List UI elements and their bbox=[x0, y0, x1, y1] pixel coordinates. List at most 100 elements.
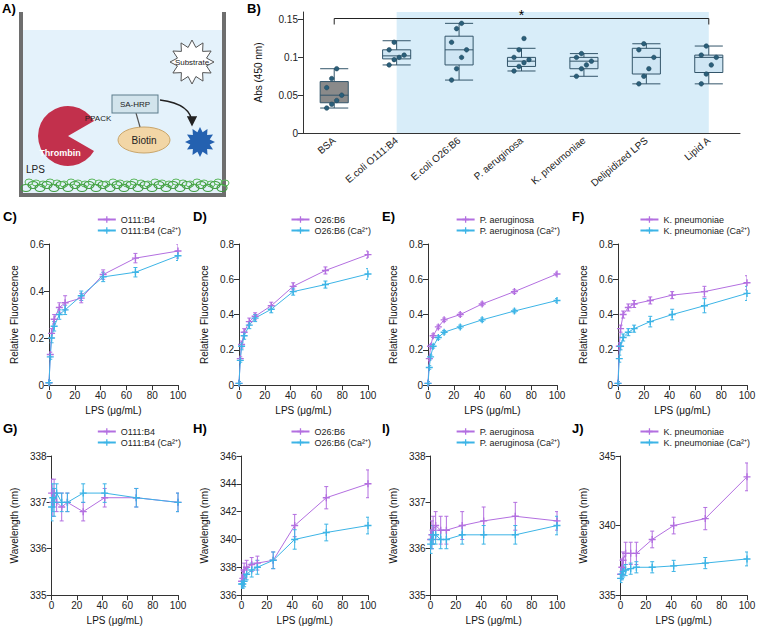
svg-text:Biotin: Biotin bbox=[131, 135, 156, 146]
svg-text:0.6: 0.6 bbox=[599, 274, 613, 285]
svg-text:0.1: 0.1 bbox=[284, 52, 298, 63]
svg-text:LPS (μg/mL): LPS (μg/mL) bbox=[654, 405, 710, 416]
svg-text:Wavelength (nm): Wavelength (nm) bbox=[577, 488, 588, 564]
svg-text:60: 60 bbox=[311, 600, 323, 611]
svg-text:0: 0 bbox=[425, 390, 431, 401]
svg-text:O111:B4 (Ca²⁺): O111:B4 (Ca²⁺) bbox=[121, 226, 181, 236]
svg-text:20: 20 bbox=[71, 600, 83, 611]
svg-text:60: 60 bbox=[690, 600, 702, 611]
svg-text:80: 80 bbox=[526, 390, 538, 401]
svg-text:O111:B4: O111:B4 bbox=[121, 215, 155, 225]
svg-text:338: 338 bbox=[219, 562, 236, 573]
svg-text:100: 100 bbox=[549, 600, 566, 611]
svg-text:40: 40 bbox=[476, 600, 488, 611]
svg-text:0.4: 0.4 bbox=[409, 309, 423, 320]
svg-text:BSA: BSA bbox=[315, 135, 338, 157]
svg-text:40: 40 bbox=[95, 390, 107, 401]
svg-text:60: 60 bbox=[121, 390, 133, 401]
svg-text:0: 0 bbox=[428, 600, 434, 611]
svg-text:100: 100 bbox=[170, 600, 187, 611]
svg-text:P. aeruginosa (Ca²⁺): P. aeruginosa (Ca²⁺) bbox=[480, 226, 560, 236]
svg-text:LPS (μg/mL): LPS (μg/mL) bbox=[276, 615, 332, 626]
svg-text:P. aeruginosa: P. aeruginosa bbox=[480, 215, 534, 225]
svg-text:100: 100 bbox=[738, 390, 755, 401]
svg-text:K. pneumoniae: K. pneumoniae bbox=[663, 215, 724, 225]
svg-text:80: 80 bbox=[147, 390, 159, 401]
svg-text:60: 60 bbox=[500, 390, 512, 401]
svg-text:0.8: 0.8 bbox=[599, 239, 613, 250]
svg-text:335: 335 bbox=[30, 590, 47, 601]
svg-text:80: 80 bbox=[526, 600, 538, 611]
svg-text:H): H) bbox=[193, 421, 207, 436]
svg-text:LPS (μg/mL): LPS (μg/mL) bbox=[655, 615, 711, 626]
svg-text:P. aeruginosa: P. aeruginosa bbox=[480, 427, 534, 437]
svg-text:B): B) bbox=[247, 1, 261, 16]
svg-text:0.2: 0.2 bbox=[409, 344, 423, 355]
svg-text:60: 60 bbox=[310, 390, 322, 401]
svg-text:0.8: 0.8 bbox=[220, 239, 234, 250]
svg-text:LPS (μg/mL): LPS (μg/mL) bbox=[87, 615, 143, 626]
svg-text:0.4: 0.4 bbox=[599, 309, 613, 320]
svg-text:336: 336 bbox=[219, 590, 236, 601]
svg-text:80: 80 bbox=[147, 600, 159, 611]
svg-text:338: 338 bbox=[409, 451, 426, 462]
svg-text:40: 40 bbox=[286, 600, 298, 611]
svg-text:K. pneumoniae: K. pneumoniae bbox=[663, 427, 724, 437]
svg-text:345: 345 bbox=[598, 451, 615, 462]
svg-text:E.coli O111:B4: E.coli O111:B4 bbox=[343, 135, 400, 186]
svg-text:O26:B6: O26:B6 bbox=[314, 427, 345, 437]
svg-text:100: 100 bbox=[549, 390, 566, 401]
svg-text:Wavelength (nm): Wavelength (nm) bbox=[388, 488, 399, 564]
svg-text:*: * bbox=[519, 7, 525, 23]
svg-text:80: 80 bbox=[716, 600, 728, 611]
svg-text:346: 346 bbox=[219, 451, 236, 462]
svg-text:20: 20 bbox=[261, 600, 273, 611]
svg-text:336: 336 bbox=[409, 543, 426, 554]
svg-text:100: 100 bbox=[359, 390, 376, 401]
svg-text:0: 0 bbox=[236, 390, 242, 401]
svg-text:60: 60 bbox=[122, 600, 134, 611]
svg-text:100: 100 bbox=[738, 600, 755, 611]
svg-text:0.6: 0.6 bbox=[30, 239, 44, 250]
svg-text:A): A) bbox=[2, 1, 16, 16]
svg-text:Relative Fluorescence: Relative Fluorescence bbox=[198, 265, 209, 364]
svg-text:Relative Fluorescence: Relative Fluorescence bbox=[388, 265, 399, 364]
svg-text:0: 0 bbox=[292, 128, 298, 139]
svg-text:K. pneumoniae: K. pneumoniae bbox=[529, 135, 588, 187]
svg-text:20: 20 bbox=[640, 600, 652, 611]
svg-text:Substrate: Substrate bbox=[175, 58, 210, 67]
svg-text:336: 336 bbox=[30, 543, 47, 554]
svg-text:335: 335 bbox=[598, 590, 615, 601]
svg-text:0: 0 bbox=[228, 380, 234, 391]
svg-text:0.2: 0.2 bbox=[599, 344, 613, 355]
svg-text:O26:B6: O26:B6 bbox=[314, 215, 345, 225]
svg-text:337: 337 bbox=[409, 497, 426, 508]
svg-text:60: 60 bbox=[689, 390, 701, 401]
svg-text:LPS: LPS bbox=[26, 164, 45, 175]
svg-text:LPS (μg/mL): LPS (μg/mL) bbox=[275, 405, 331, 416]
svg-text:K. pneumoniae (Ca²⁺): K. pneumoniae (Ca²⁺) bbox=[663, 226, 750, 236]
svg-text:D): D) bbox=[193, 209, 207, 224]
svg-text:Wavelength (nm): Wavelength (nm) bbox=[9, 488, 20, 564]
svg-text:0: 0 bbox=[46, 390, 52, 401]
svg-text:Thrombin: Thrombin bbox=[39, 148, 81, 158]
svg-text:E): E) bbox=[382, 209, 395, 224]
svg-text:0.4: 0.4 bbox=[220, 309, 234, 320]
svg-text:0.8: 0.8 bbox=[409, 239, 423, 250]
svg-text:20: 20 bbox=[638, 390, 650, 401]
svg-text:LPS (μg/mL): LPS (μg/mL) bbox=[85, 405, 141, 416]
svg-text:342: 342 bbox=[219, 506, 236, 517]
svg-text:K. pneumoniae (Ca²⁺): K. pneumoniae (Ca²⁺) bbox=[663, 438, 750, 448]
svg-text:40: 40 bbox=[665, 600, 677, 611]
svg-text:340: 340 bbox=[598, 520, 615, 531]
svg-text:0: 0 bbox=[607, 380, 613, 391]
svg-text:Wavelength (nm): Wavelength (nm) bbox=[198, 488, 209, 564]
svg-text:0.6: 0.6 bbox=[220, 274, 234, 285]
svg-text:0: 0 bbox=[38, 380, 44, 391]
svg-text:20: 20 bbox=[69, 390, 81, 401]
svg-text:0.4: 0.4 bbox=[30, 286, 44, 297]
svg-text:340: 340 bbox=[219, 534, 236, 545]
svg-text:LPS (μg/mL): LPS (μg/mL) bbox=[466, 615, 522, 626]
svg-text:40: 40 bbox=[97, 600, 109, 611]
svg-text:Abs (450 nm): Abs (450 nm) bbox=[253, 42, 264, 102]
